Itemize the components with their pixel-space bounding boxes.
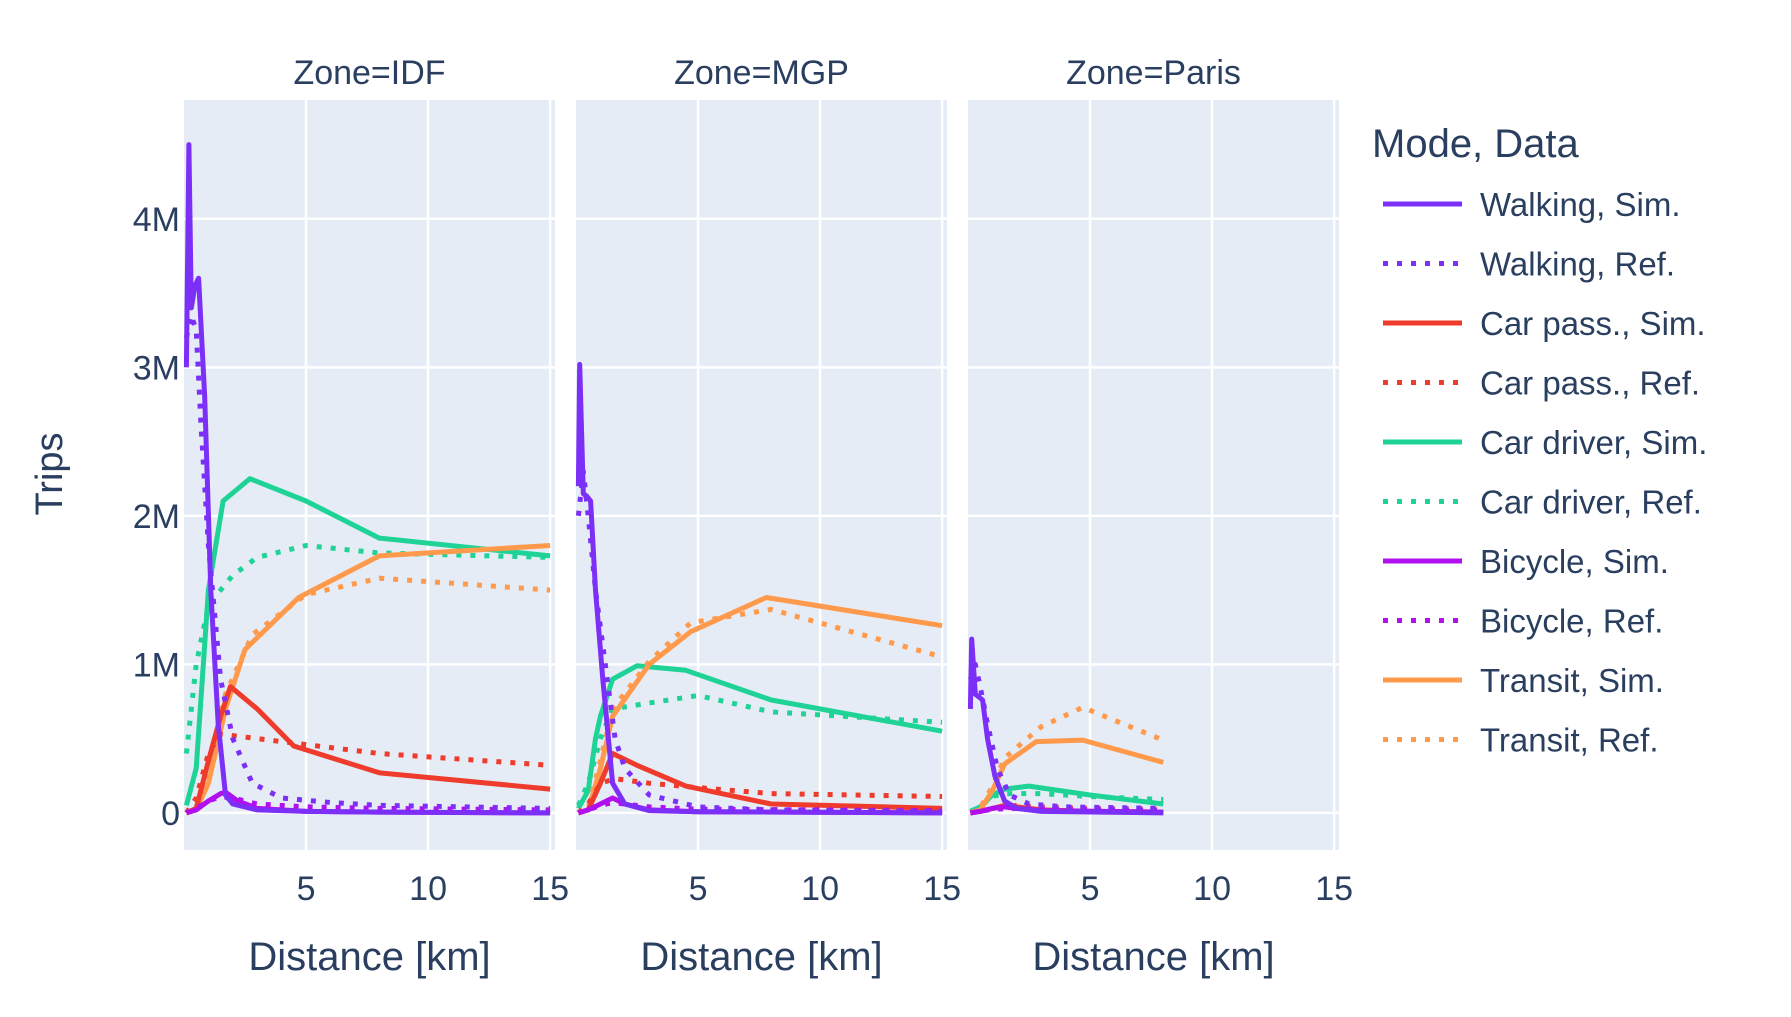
legend-item[interactable]: Walking, Sim. <box>1383 186 1680 223</box>
legend: Mode, Data Walking, Sim. Walking, Ref. Car… <box>1372 122 1707 759</box>
panel-title: Zone=IDF <box>293 54 445 92</box>
legend-item[interactable]: Car driver, Ref. <box>1383 484 1702 521</box>
panel-title: Zone=MGP <box>674 54 849 92</box>
x-tick-label: 10 <box>801 870 839 908</box>
series-line-carp-sim <box>185 684 551 816</box>
series-line-walk-ref <box>575 468 943 814</box>
x-axis-title: Distance [km] <box>1032 935 1274 979</box>
y-axis-title: Trips <box>29 432 71 515</box>
plot-area <box>576 100 947 850</box>
legend-label: Walking, Ref. <box>1480 246 1675 283</box>
legend-item[interactable]: Car driver, Sim. <box>1383 424 1707 461</box>
series-line-walk-ref <box>968 661 1164 811</box>
legend-item[interactable]: Walking, Ref. <box>1383 246 1675 283</box>
legend-label: Walking, Sim. <box>1480 186 1680 223</box>
panel-zone-idf: 0 1M 2M 3M 4M 5 10 15 Zone=IDF Distance [km] <box>133 54 569 979</box>
panel-zone-mgp: 5 10 15 Zone=MGP Distance [km] <box>575 54 961 979</box>
y-tick-label: 1M <box>133 646 180 684</box>
x-tick-label: 5 <box>297 870 316 908</box>
series-line-walk-sim <box>183 142 551 816</box>
legend-label: Car driver, Ref. <box>1480 484 1702 521</box>
x-tick-label: 5 <box>1081 870 1100 908</box>
series-line-carp-sim <box>577 751 943 816</box>
legend-label: Bicycle, Ref. <box>1480 603 1663 640</box>
x-tick-label: 15 <box>1315 870 1353 908</box>
panel-zone-paris: 5 10 15 Zone=Paris Distance [km] <box>967 54 1353 979</box>
x-axis-title: Distance [km] <box>640 935 882 979</box>
y-tick-label: 4M <box>133 201 180 239</box>
y-tick-label: 2M <box>133 498 180 536</box>
legend-item[interactable]: Transit, Ref. <box>1383 722 1659 759</box>
legend-item[interactable]: Bicycle, Sim. <box>1383 543 1669 580</box>
series-line-walk-sim <box>575 361 943 816</box>
legend-label: Car pass., Sim. <box>1480 305 1706 342</box>
x-tick-label: 10 <box>1193 870 1231 908</box>
legend-label: Transit, Ref. <box>1480 722 1659 759</box>
legend-item[interactable]: Car pass., Ref. <box>1383 365 1700 402</box>
x-tick-label: 5 <box>689 870 708 908</box>
x-axis-title: Distance [km] <box>248 935 490 979</box>
y-tick-label: 3M <box>133 349 180 387</box>
legend-label: Transit, Sim. <box>1480 662 1664 699</box>
x-tick-label: 15 <box>531 870 569 908</box>
y-tick-label: 0 <box>161 795 180 833</box>
panel-title: Zone=Paris <box>1066 54 1241 92</box>
plot-area <box>968 100 1339 850</box>
legend-item[interactable]: Car pass., Sim. <box>1383 305 1706 342</box>
legend-label: Bicycle, Sim. <box>1480 543 1669 580</box>
plot-area <box>184 100 555 850</box>
series-line-bike-ref <box>577 800 943 816</box>
series-line-card-sim <box>576 663 943 810</box>
series-line-card-ref <box>183 543 551 754</box>
x-tick-label: 15 <box>923 870 961 908</box>
legend-title: Mode, Data <box>1372 122 1580 166</box>
series-line-card-sim <box>183 476 551 807</box>
series-line-walk-sim <box>967 636 1164 816</box>
legend-item[interactable]: Transit, Sim. <box>1383 662 1664 699</box>
panels: 0 1M 2M 3M 4M 5 10 15 Zone=IDF Distance [km] 5 10 15… <box>133 54 1353 979</box>
legend-label: Car pass., Ref. <box>1480 365 1700 402</box>
x-tick-label: 10 <box>409 870 447 908</box>
legend-label: Car driver, Sim. <box>1480 424 1707 461</box>
legend-item[interactable]: Bicycle, Ref. <box>1383 603 1663 640</box>
